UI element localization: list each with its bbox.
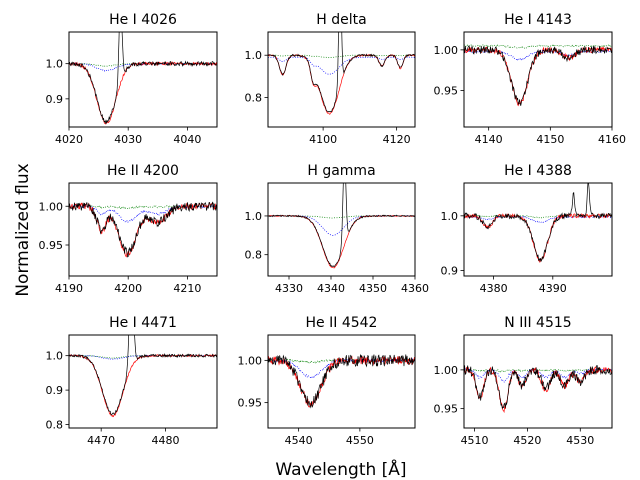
y-tick-label: 1.0 — [245, 49, 263, 62]
x-tick-label: 4160 — [598, 133, 626, 146]
panel-plot-area — [268, 32, 415, 115]
panels: He I 4026 4020 4030 4040 0.9 1.0 H delta 4100 41… — [39, 12, 627, 447]
series-green-model — [464, 214, 612, 219]
panel-frame — [463, 182, 613, 277]
series-observed — [69, 201, 217, 258]
series-observed — [69, 32, 217, 125]
y-tick-label: 0.9 — [441, 265, 459, 278]
x-tick-label: 4530 — [566, 434, 594, 447]
series-observed — [69, 335, 217, 416]
x-tick-label: 4470 — [87, 434, 115, 447]
panel-title: N III 4515 — [504, 315, 571, 331]
panel-frame — [267, 31, 416, 128]
series-observed — [464, 183, 612, 263]
panel-1: He I 4026 4020 4030 4040 0.9 1.0 — [46, 12, 218, 146]
panel-plot-area — [464, 183, 612, 264]
panel-frame — [68, 334, 218, 429]
y-tick-label: 0.95 — [434, 84, 459, 97]
x-tick-label: 4150 — [536, 133, 564, 146]
y-tick-label: 1.00 — [434, 44, 459, 57]
x-tick-label: 4040 — [173, 133, 201, 146]
x-tick-label: 4360 — [401, 282, 429, 295]
panel-plot-area — [268, 183, 415, 269]
x-tick-label: 4340 — [317, 282, 345, 295]
panel-title: He I 4388 — [504, 163, 572, 179]
panel-9: N III 4515 4510 4520 4530 0.95 1.00 — [434, 315, 613, 447]
x-tick-label: 4030 — [114, 133, 142, 146]
y-tick-label: 0.8 — [46, 419, 64, 432]
panel-6: He I 4388 4380 4390 0.9 1.0 — [441, 163, 613, 295]
series-observed — [268, 32, 415, 113]
x-tick-label: 4210 — [173, 282, 201, 295]
x-tick-label: 4140 — [475, 133, 503, 146]
panel-frame — [463, 334, 613, 429]
x-tick-label: 4020 — [55, 133, 83, 146]
panel-2: H delta 4100 4120 0.8 1.0 — [245, 12, 416, 146]
x-tick-label: 4190 — [55, 282, 83, 295]
y-tick-label: 0.9 — [46, 384, 64, 397]
panel-frame — [463, 31, 613, 128]
panel-5: H gamma 4330 4340 4350 4360 0.8 1.0 — [245, 163, 430, 295]
x-tick-label: 4540 — [285, 434, 313, 447]
y-axis-label: Normalized flux — [13, 163, 33, 296]
y-tick-label: 1.00 — [39, 200, 64, 213]
y-tick-label: 1.0 — [46, 58, 64, 71]
y-tick-label: 0.8 — [245, 249, 263, 262]
x-tick-label: 4330 — [275, 282, 303, 295]
x-tick-label: 4380 — [480, 282, 508, 295]
panel-frame — [68, 31, 218, 128]
panel-4: He II 4200 4190 4200 4210 0.95 1.00 — [39, 163, 218, 295]
panel-title: H delta — [316, 12, 366, 28]
x-tick-label: 4480 — [152, 434, 180, 447]
y-tick-label: 0.95 — [238, 397, 263, 410]
series-observed — [268, 183, 415, 268]
x-tick-label: 4120 — [383, 133, 411, 146]
panel-3: He I 4143 4140 4150 4160 0.95 1.00 — [434, 12, 627, 146]
x-tick-label: 4550 — [346, 434, 374, 447]
panel-8: He II 4542 4540 4550 0.95 1.00 — [238, 315, 416, 447]
x-tick-label: 4390 — [539, 282, 567, 295]
panel-plot-area — [69, 32, 217, 125]
panel-plot-area — [268, 353, 415, 409]
panel-frame — [68, 182, 218, 277]
series-observed — [464, 45, 612, 106]
y-tick-label: 1.00 — [238, 354, 263, 367]
panel-frame — [267, 334, 416, 429]
panel-frame — [267, 182, 416, 277]
panel-plot-area — [69, 201, 217, 258]
x-tick-label: 4510 — [461, 434, 489, 447]
panel-title: He I 4026 — [109, 12, 177, 28]
y-tick-label: 0.95 — [434, 403, 459, 416]
series-green-model — [69, 204, 217, 210]
series-green-model — [464, 44, 612, 49]
panel-plot-area — [69, 335, 217, 418]
y-tick-label: 1.0 — [245, 210, 263, 223]
series-blue-model — [268, 357, 415, 379]
series-observed — [268, 353, 415, 409]
panel-7: He I 4471 4470 4480 0.8 0.9 1.0 — [46, 315, 218, 447]
x-tick-label: 4520 — [513, 434, 541, 447]
y-tick-label: 0.8 — [245, 91, 263, 104]
panel-plot-area — [464, 365, 612, 414]
y-tick-label: 0.9 — [46, 93, 64, 106]
y-tick-label: 1.0 — [441, 210, 459, 223]
y-tick-label: 1.00 — [434, 364, 459, 377]
x-tick-label: 4350 — [359, 282, 387, 295]
panel-title: He II 4200 — [107, 163, 179, 179]
panel-title: He II 4542 — [306, 315, 378, 331]
y-tick-label: 0.95 — [39, 239, 64, 252]
panel-title: H gamma — [307, 163, 375, 179]
series-blue-model — [464, 215, 612, 224]
x-axis-label: Wavelength [Å] — [275, 458, 406, 480]
panel-title: He I 4143 — [504, 12, 572, 28]
x-tick-label: 4100 — [309, 133, 337, 146]
panel-title: He I 4471 — [109, 315, 177, 331]
y-tick-label: 1.0 — [46, 350, 64, 363]
series-observed — [464, 365, 612, 410]
x-tick-label: 4200 — [114, 282, 142, 295]
series-blue-model — [268, 56, 415, 75]
panel-plot-area — [464, 44, 612, 107]
